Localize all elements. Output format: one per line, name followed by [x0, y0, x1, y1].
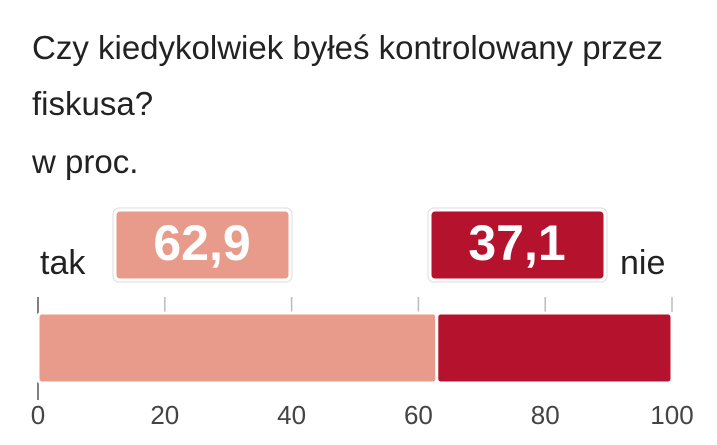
x-tick-label: 20 — [150, 400, 179, 430]
value-box — [428, 208, 607, 282]
bar-segment — [36, 311, 439, 385]
legend-label: tak — [40, 244, 86, 282]
value-box-outline — [427, 207, 608, 283]
value-box-outline — [112, 207, 293, 283]
value-label: 37,1 — [468, 215, 565, 271]
bar-segment — [435, 311, 674, 385]
value-box — [113, 208, 292, 282]
chart-subtitle: w proc. — [32, 143, 139, 180]
x-tick-label: 0 — [31, 400, 45, 430]
x-tick-label: 60 — [404, 400, 433, 430]
legend-label: nie — [620, 244, 665, 282]
x-tick-label: 80 — [531, 400, 560, 430]
value-label: 62,9 — [153, 215, 250, 271]
x-tick-label: 100 — [650, 400, 693, 430]
chart-title: Czy kiedykolwiek byłeś kontrolowany prze… — [32, 29, 663, 122]
x-tick-label: 40 — [277, 400, 306, 430]
